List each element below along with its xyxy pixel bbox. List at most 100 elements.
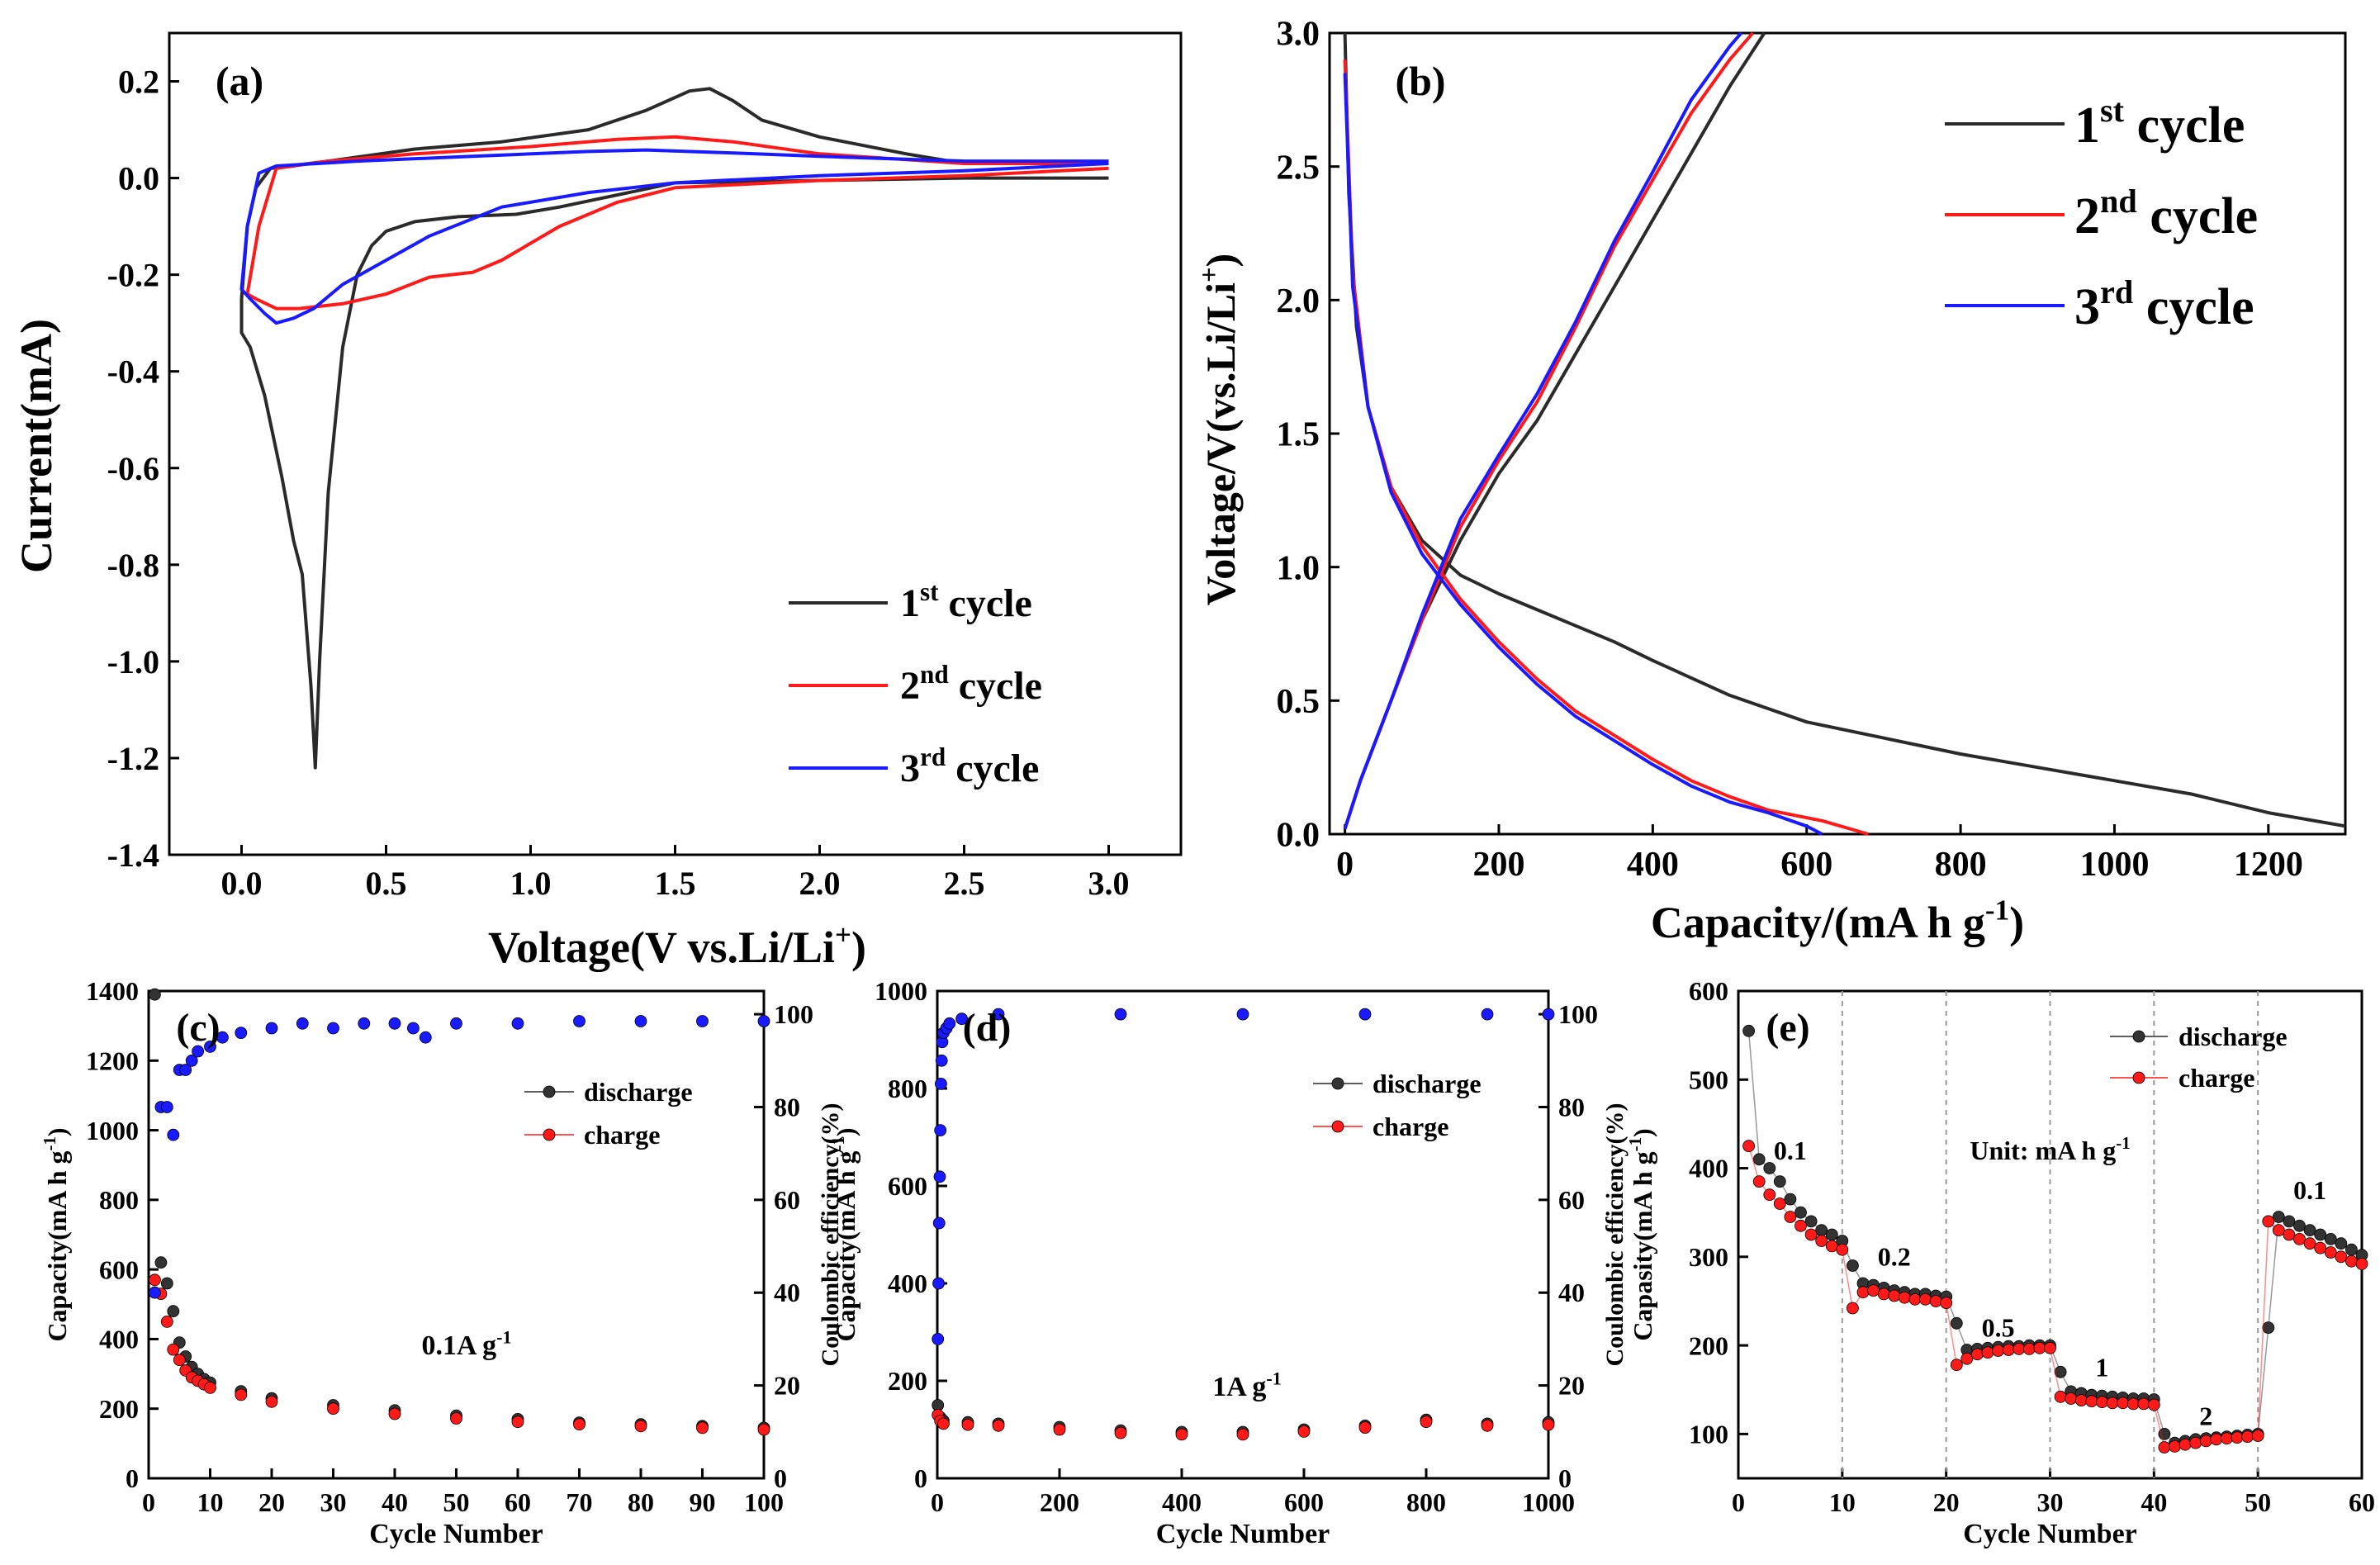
y2-tick-label: 60 [774, 1185, 800, 1215]
y-tick-label: 600 [1689, 976, 1728, 1006]
efficiency-point [167, 1128, 180, 1141]
efficiency-point [235, 1027, 248, 1039]
legend-marker [2132, 1030, 2145, 1043]
charge-point [2158, 1441, 2171, 1454]
efficiency-point [192, 1045, 205, 1058]
series-red [245, 135, 1109, 311]
panel-label: (d) [963, 1006, 1012, 1050]
y-tick-label: 1.5 [1277, 416, 1320, 454]
rate-label: 0.1 [1774, 1136, 1807, 1165]
efficiency-point [933, 1170, 946, 1183]
x-tick-label: 2.0 [799, 865, 841, 902]
efficiency-point [1542, 1008, 1555, 1021]
efficiency-point [1114, 1008, 1127, 1021]
charge-point [2126, 1397, 2140, 1411]
charge-point [2147, 1398, 2160, 1411]
efficiency-point [696, 1015, 709, 1027]
charge-point [511, 1416, 524, 1429]
legend-marker [1331, 1077, 1344, 1090]
series-black [1343, 31, 1766, 830]
x-tick-label: 80 [628, 1487, 654, 1517]
discharge-point [1950, 1316, 1963, 1330]
y-tick-label: 600 [99, 1254, 139, 1284]
legend-label: 2nd cycle [900, 660, 1042, 708]
charge-point [1919, 1292, 1932, 1306]
x-tick-label: 3.0 [1088, 865, 1130, 902]
charge-point [2065, 1392, 2078, 1405]
legend-marker [543, 1128, 556, 1141]
y-tick-label: 0.0 [118, 160, 159, 197]
y2-tick-label: 40 [774, 1278, 800, 1307]
legend-label: charge [584, 1120, 660, 1150]
x-tick-label: 0.0 [221, 865, 263, 902]
y-tick-label: 0.5 [1277, 683, 1320, 721]
charge-point [2013, 1343, 2026, 1355]
y2-axis-label: Coulombic efficiency(%) [817, 1103, 844, 1366]
y2-tick-label: 60 [1558, 1185, 1585, 1215]
panel-e-rate-capability: 0 10 20 30 40 50 60 100 200 300 400 500 600 0.1 0.2 0.5… [1626, 976, 2375, 1549]
charge-point [1815, 1235, 1828, 1247]
x-tick-label: 70 [567, 1487, 593, 1517]
y-tick-label: -0.4 [107, 353, 159, 391]
x-axis-label: Cycle Number [1963, 1519, 2137, 1549]
panel-label: (c) [176, 1006, 220, 1050]
discharge-point [2283, 1215, 2296, 1228]
legend-label: charge [2179, 1063, 2254, 1093]
charge-point [1053, 1423, 1066, 1436]
charge-point [937, 1417, 950, 1430]
x-tick-label: 1000 [1522, 1487, 1575, 1517]
charge-point [2179, 1438, 2192, 1451]
panel-label: (b) [1395, 58, 1445, 104]
panel-d-cycling-1a: 0 200 400 600 800 100002004006008001000020406… [829, 976, 1629, 1549]
panel-label: (a) [216, 58, 263, 104]
y-tick-label: 200 [1689, 1330, 1728, 1360]
x-tick-label: 90 [690, 1487, 716, 1517]
y2-tick-label: 40 [1558, 1278, 1585, 1307]
legend-marker [543, 1085, 556, 1098]
x-axis-label: Cycle Number [369, 1519, 543, 1549]
panel-b-charge-discharge: 0 200 400 600 800 1000 1200 0.0 0.5 1.0 1.5 2.0 2.5 3… [1195, 16, 2347, 947]
y-tick-label: 1200 [86, 1046, 139, 1075]
efficiency-point [204, 1041, 216, 1053]
efficiency-point [932, 1216, 946, 1230]
efficiency-point [179, 1064, 192, 1076]
discharge-point [2344, 1243, 2358, 1256]
y-axis-label: Capacity(mA h g-1) [40, 1127, 72, 1341]
rate-label: 1 [2095, 1353, 2108, 1382]
efficiency-point [265, 1022, 278, 1035]
x-tick-label: 30 [2037, 1487, 2064, 1517]
y2-tick-label: 80 [774, 1092, 800, 1122]
discharge-point [2293, 1219, 2306, 1232]
discharge-point [1804, 1215, 1818, 1228]
y2-axis-label: Coulombic efficiency(%) [1601, 1103, 1629, 1366]
x-tick-label: 800 [1935, 846, 1987, 884]
charge-point [2210, 1433, 2223, 1446]
x-tick-label: 2.5 [944, 865, 985, 902]
y-tick-label: 300 [1689, 1242, 1728, 1272]
charge-point [1888, 1289, 1901, 1302]
efficiency-point [148, 1286, 161, 1299]
y-tick-label: 1000 [86, 1116, 139, 1145]
charge-point [2199, 1435, 2212, 1448]
efficiency-point [1481, 1008, 1494, 1021]
y-tick-label: 200 [99, 1394, 139, 1424]
charge-point [235, 1388, 248, 1401]
x-tick-label: 400 [1162, 1487, 1202, 1517]
rate-label: 0.1 [2293, 1175, 2326, 1205]
y-tick-label: 1000 [875, 976, 927, 1006]
efficiency-point [932, 1277, 945, 1290]
charge-point [1773, 1197, 1786, 1210]
charge-point [388, 1407, 401, 1420]
charge-point [696, 1421, 709, 1435]
unit-label: Unit: mA h g-1 [1970, 1134, 2130, 1165]
charge-point [2283, 1228, 2296, 1241]
discharge-point [2314, 1228, 2327, 1241]
charge-point [2054, 1390, 2067, 1403]
x-tick-label: 0 [1336, 846, 1354, 884]
charge-point [450, 1412, 462, 1425]
charge-point-line [1747, 1145, 2363, 1449]
discharge-point [154, 1256, 168, 1269]
efficiency-point [327, 1022, 339, 1035]
y2-tick-label: 20 [774, 1371, 800, 1401]
charge-point [1960, 1352, 1974, 1365]
